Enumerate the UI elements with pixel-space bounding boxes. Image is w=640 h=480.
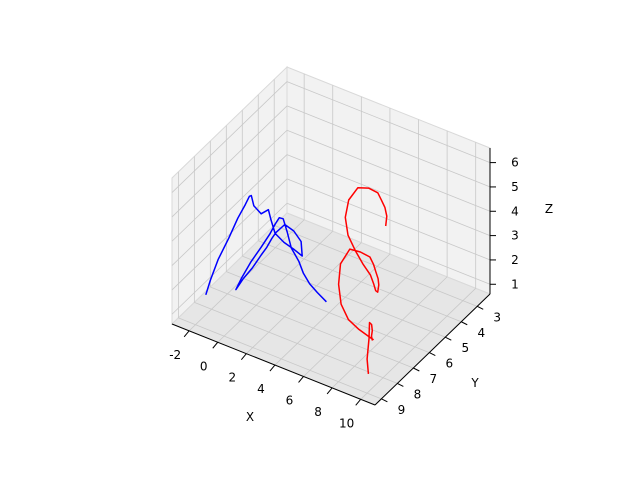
x-tick-labels: -2 0 2 4 6 8 10: [169, 348, 354, 431]
grid-line-z: [171, 154, 288, 266]
grid-line-z: [171, 105, 288, 218]
y-tick: [413, 367, 420, 372]
grid-line-y: [242, 255, 446, 338]
z-tick-label: 4: [511, 204, 519, 218]
series-line: [337, 186, 388, 374]
y-tick-label: 8: [414, 387, 422, 401]
y-tick-label: 5: [461, 341, 469, 355]
x-tick: [240, 353, 247, 360]
y-tick-label: 4: [477, 326, 485, 340]
y-tick: [445, 336, 452, 341]
x-tick-label: 2: [228, 371, 236, 385]
z-axis-label: Z: [545, 202, 553, 216]
grid-line-y: [258, 240, 462, 323]
grid-line-z: [171, 178, 288, 291]
series-line: [205, 194, 327, 303]
grid-line-x: [274, 253, 391, 366]
axes-panes: [171, 65, 491, 406]
z-tick-label: 3: [511, 229, 519, 243]
grid-line-y: [194, 302, 398, 384]
grid-line-x: [331, 276, 448, 389]
x-axis-label: X: [246, 410, 254, 424]
grid-line-z: [286, 202, 491, 285]
x-tick: [326, 387, 333, 395]
y-tick-label: 9: [398, 403, 406, 417]
z-tick-label: 6: [511, 156, 519, 170]
x-tick-label: 6: [286, 394, 294, 408]
y-tick-label: 3: [493, 310, 501, 324]
grid-line-y: [226, 271, 430, 353]
y-tick: [461, 321, 468, 326]
grid-line-z: [286, 129, 491, 212]
grid-line-y: [274, 224, 478, 307]
y-tick-labels: 3 4 5 6 7 8 9: [398, 310, 501, 417]
x-tick-label: -2: [169, 348, 181, 362]
y-tick: [381, 398, 388, 403]
y-tick-label: 6: [445, 357, 453, 371]
x-tick: [212, 341, 219, 349]
grid-line-y: [210, 286, 414, 369]
x-tick: [183, 330, 190, 338]
x-tick: [269, 364, 276, 372]
y-axis-line: [374, 293, 491, 406]
z-tick-label: 5: [511, 180, 519, 194]
grid-line-z: [286, 154, 491, 236]
grid-line-z: [171, 202, 288, 315]
grid-line-z: [286, 178, 491, 261]
tick-marks: [183, 162, 496, 406]
z-tick-label: 1: [511, 277, 519, 291]
axes-grid: [171, 73, 491, 400]
grid-line-z: [286, 81, 491, 163]
data-series: [205, 186, 388, 374]
y-tick: [429, 352, 436, 357]
grid-line-x: [303, 265, 419, 377]
axes-lines: [171, 148, 491, 406]
y-tick-label: 7: [429, 372, 437, 386]
x-tick-label: 4: [257, 382, 265, 396]
grid-line-z: [171, 81, 288, 193]
y-axis-label: Y: [470, 376, 479, 390]
x-tick-label: 8: [314, 405, 322, 419]
grid-line-z: [171, 129, 288, 242]
x-axis-line: [171, 323, 376, 406]
x-tick-label: 10: [339, 416, 354, 430]
y-tick: [476, 305, 484, 310]
grid-line-y: [178, 317, 382, 400]
grid-line-z: [286, 105, 491, 188]
z-tick-label: 2: [511, 253, 519, 267]
x-tick-label: 0: [200, 359, 208, 373]
x-tick: [355, 398, 362, 406]
x-tick: [298, 376, 304, 383]
z-tick-labels: 1 2 3 4 5 6: [511, 156, 519, 292]
grid-line-x: [217, 230, 334, 343]
grid-line-x: [360, 288, 476, 400]
y-tick: [397, 382, 404, 387]
